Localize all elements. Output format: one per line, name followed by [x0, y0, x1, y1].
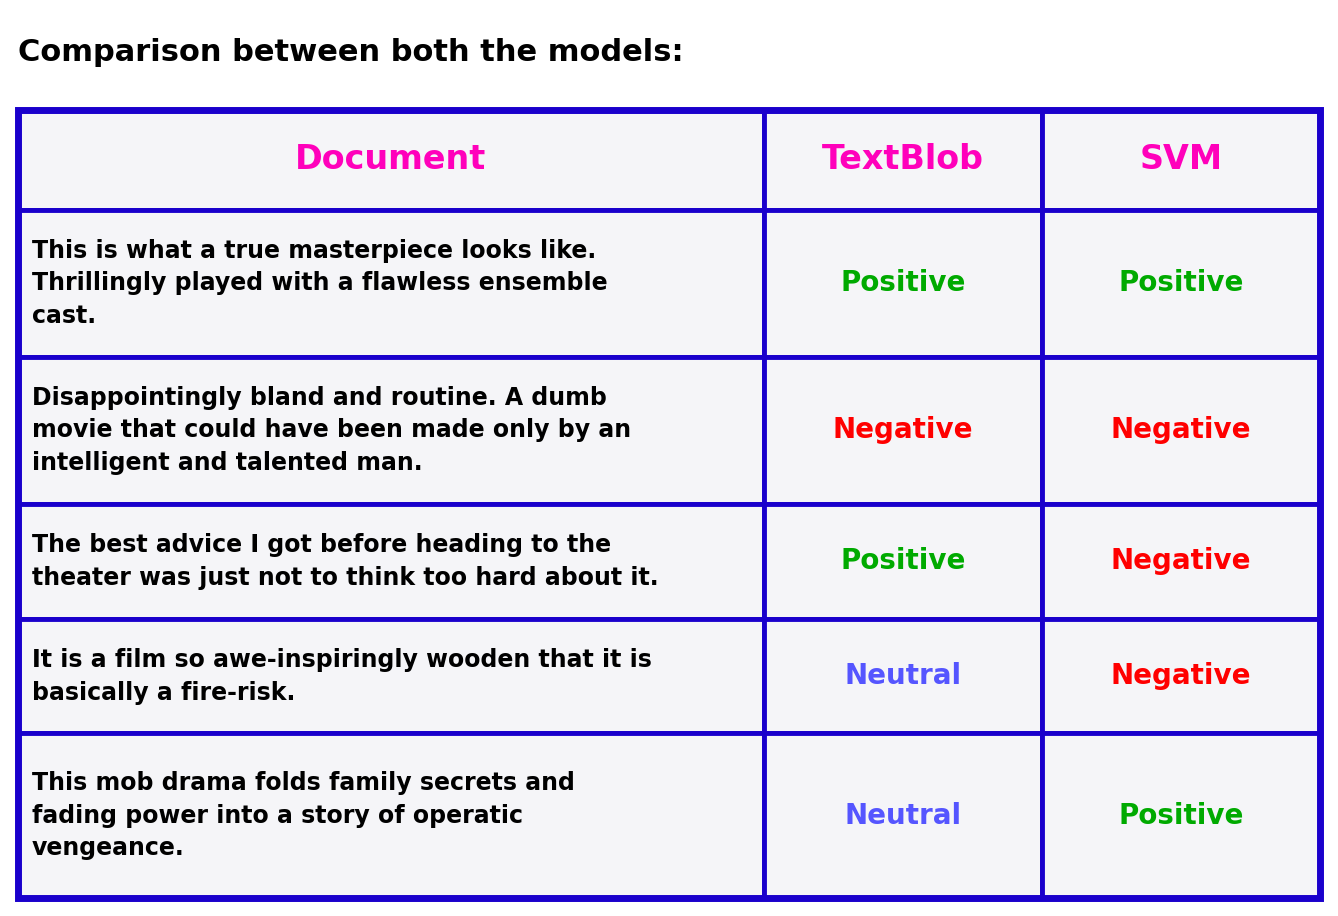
Text: Positive: Positive [840, 548, 966, 575]
Bar [1042, 210, 1321, 356]
Bar [764, 619, 1042, 734]
Text: The best advice I got before heading to the
theater was just not to think too ha: The best advice I got before heading to … [32, 533, 658, 590]
Bar [17, 210, 764, 356]
Text: Neutral: Neutral [844, 662, 961, 691]
Bar [17, 356, 764, 504]
Text: Negative: Negative [1111, 662, 1251, 691]
Text: Positive: Positive [1119, 269, 1243, 297]
Text: Negative: Negative [1111, 548, 1251, 575]
Bar [17, 734, 764, 898]
Text: Document: Document [296, 144, 487, 177]
Text: TextBlob: TextBlob [822, 144, 983, 177]
Text: It is a film so awe-inspiringly wooden that it is
basically a fire-risk.: It is a film so awe-inspiringly wooden t… [32, 648, 652, 704]
Bar [764, 504, 1042, 619]
Bar [1042, 619, 1321, 734]
Text: Negative: Negative [1111, 416, 1251, 444]
Bar [17, 504, 764, 619]
Text: This is what a true masterpiece looks like.
Thrillingly played with a flawless e: This is what a true masterpiece looks li… [32, 239, 607, 328]
Text: Disappointingly bland and routine. A dumb
movie that could have been made only b: Disappointingly bland and routine. A dum… [32, 386, 632, 474]
Bar [1042, 110, 1321, 210]
Text: Positive: Positive [840, 269, 966, 297]
Text: Comparison between both the models:: Comparison between both the models: [17, 38, 684, 67]
Text: This mob drama folds family secrets and
fading power into a story of operatic
ve: This mob drama folds family secrets and … [32, 771, 575, 860]
Text: Positive: Positive [1119, 802, 1243, 830]
Bar [764, 356, 1042, 504]
Bar [1042, 356, 1321, 504]
Text: Neutral: Neutral [844, 802, 961, 830]
Bar [17, 110, 764, 210]
Bar [764, 110, 1042, 210]
Bar [17, 619, 764, 734]
Bar [17, 110, 1321, 898]
Text: SVM: SVM [1140, 144, 1223, 177]
Bar [1042, 734, 1321, 898]
Bar [764, 734, 1042, 898]
Text: Negative: Negative [832, 416, 973, 444]
Bar [764, 210, 1042, 356]
Bar [1042, 504, 1321, 619]
